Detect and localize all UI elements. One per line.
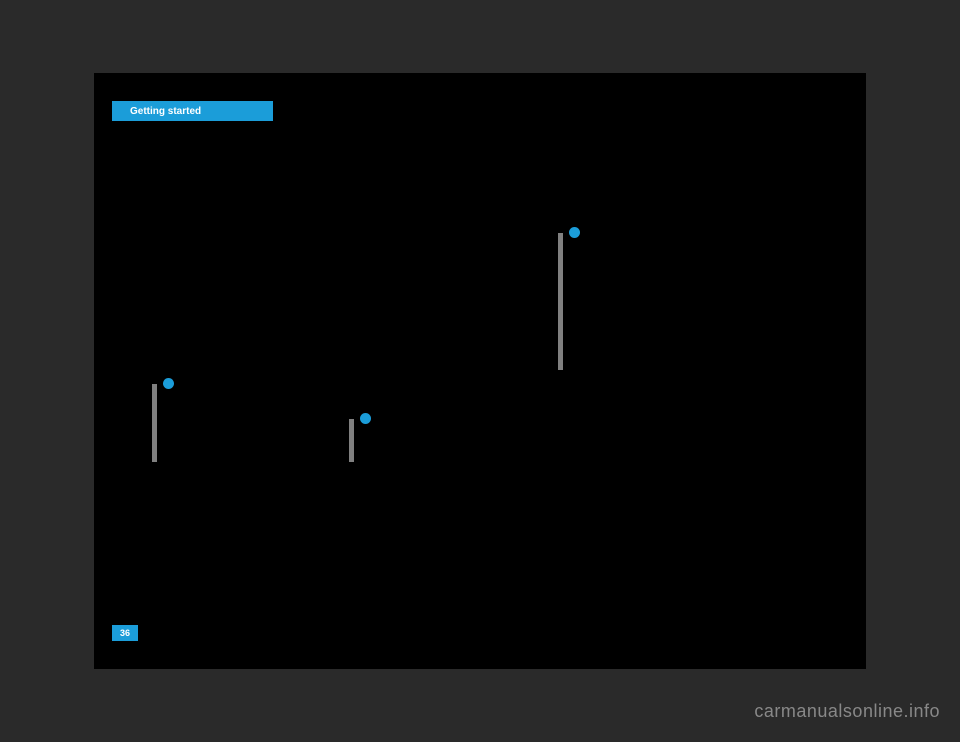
document-page: Getting started 36 <box>94 73 866 669</box>
marker-dot-1 <box>163 378 174 389</box>
page-number: 36 <box>112 625 138 641</box>
vertical-bar-3 <box>558 233 563 370</box>
vertical-bar-1 <box>152 384 157 462</box>
vertical-bar-2 <box>349 419 354 462</box>
page-number-text: 36 <box>120 628 130 638</box>
section-header: Getting started <box>112 101 273 121</box>
watermark: carmanualsonline.info <box>754 701 940 722</box>
section-header-text: Getting started <box>130 106 201 117</box>
marker-dot-2 <box>360 413 371 424</box>
marker-dot-3 <box>569 227 580 238</box>
